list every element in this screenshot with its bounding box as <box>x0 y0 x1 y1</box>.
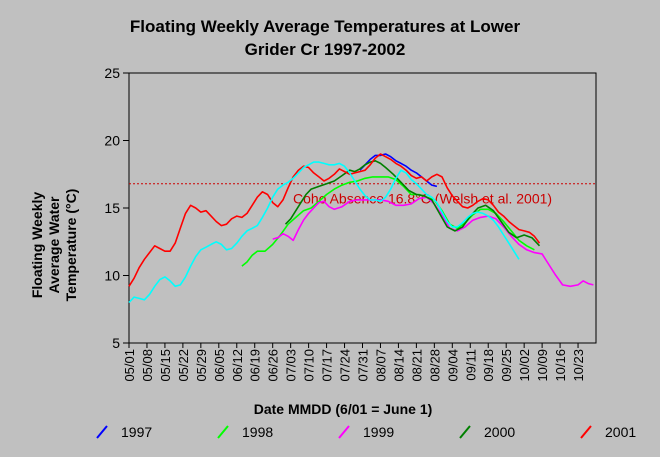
legend: 199719981999200020012002 <box>96 424 636 440</box>
legend-label-1998: 1998 <box>242 424 273 440</box>
x-axis-label: Date MMDD (6/01 = June 1) <box>254 401 433 417</box>
x-tick-label: 05/08 <box>140 349 155 382</box>
plot-area <box>128 72 597 344</box>
y-tick-label: 10 <box>104 268 120 284</box>
y-tick-label: 20 <box>104 133 120 149</box>
x-tick-label: 07/24 <box>338 349 353 382</box>
chart-title-line-1: Floating Weekly Average Temperatures at … <box>130 17 521 36</box>
x-tick-label: 05/01 <box>122 349 137 382</box>
x-tick-label: 05/22 <box>176 349 191 382</box>
x-tick-label: 08/07 <box>373 349 388 382</box>
y-tick-label: 15 <box>104 200 120 216</box>
x-axis: 05/01 05/08 05/15 05/22 05/29 06/05 06/12 06/19… <box>122 343 586 382</box>
x-tick-label: 09/18 <box>481 349 496 382</box>
legend-swatch-2001 <box>580 425 592 439</box>
x-tick-label: 09/11 <box>463 349 478 381</box>
x-tick-label: 08/21 <box>409 349 424 382</box>
legend-swatch-1999 <box>338 425 350 439</box>
y-tick-label: 25 <box>104 65 120 81</box>
x-tick-label: 10/23 <box>571 349 586 382</box>
chart-title-line-2: Grider Cr 1997-2002 <box>245 40 406 59</box>
series-line-2002 <box>128 161 520 304</box>
x-tick-label: 07/03 <box>284 349 299 382</box>
legend-swatch-2000 <box>459 425 471 439</box>
x-tick-label: 10/09 <box>535 349 550 382</box>
legend-swatch-1998 <box>217 425 229 439</box>
x-tick-label: 10/02 <box>517 349 532 382</box>
series-group <box>128 153 594 304</box>
series-line-2000 <box>284 160 541 247</box>
legend-label-1999: 1999 <box>363 424 394 440</box>
series-line-1998 <box>241 176 535 267</box>
x-tick-label: 05/29 <box>194 349 209 382</box>
y-axis: 5 10 15 20 25 <box>104 65 129 351</box>
x-tick-label: 07/10 <box>302 349 317 382</box>
y-axis-label-line-3: Temperature (°C) <box>63 189 79 302</box>
x-tick-label: 05/15 <box>158 349 173 382</box>
y-axis-label-line-1: Floating Weekly <box>29 192 45 299</box>
x-tick-label: 07/31 <box>356 349 371 382</box>
legend-swatch-1997 <box>96 425 108 439</box>
x-tick-label: 09/25 <box>499 349 514 382</box>
series-line-1999 <box>272 196 594 288</box>
threshold-group: Coho Absence 16.8°C (Welsh et al. 2001) <box>129 183 596 207</box>
x-tick-label: 06/26 <box>266 349 281 382</box>
legend-label-2000: 2000 <box>484 424 515 440</box>
x-tick-label: 06/19 <box>248 349 263 382</box>
y-axis-label-line-2: Average Water <box>46 196 62 294</box>
x-tick-label: 09/04 <box>445 349 460 382</box>
y-tick-label: 5 <box>112 335 120 351</box>
series-line-2001 <box>128 153 541 287</box>
x-tick-label: 06/05 <box>212 349 227 382</box>
y-axis-label: Floating Weekly Average Water Temperatur… <box>29 189 79 302</box>
x-tick-label: 10/16 <box>553 349 568 382</box>
legend-label-2001: 2001 <box>605 424 636 440</box>
x-tick-label: 07/17 <box>320 349 335 382</box>
x-tick-label: 08/14 <box>391 349 406 382</box>
x-tick-label: 06/12 <box>230 349 245 382</box>
legend-label-1997: 1997 <box>121 424 152 440</box>
x-tick-label: 08/28 <box>427 349 442 382</box>
